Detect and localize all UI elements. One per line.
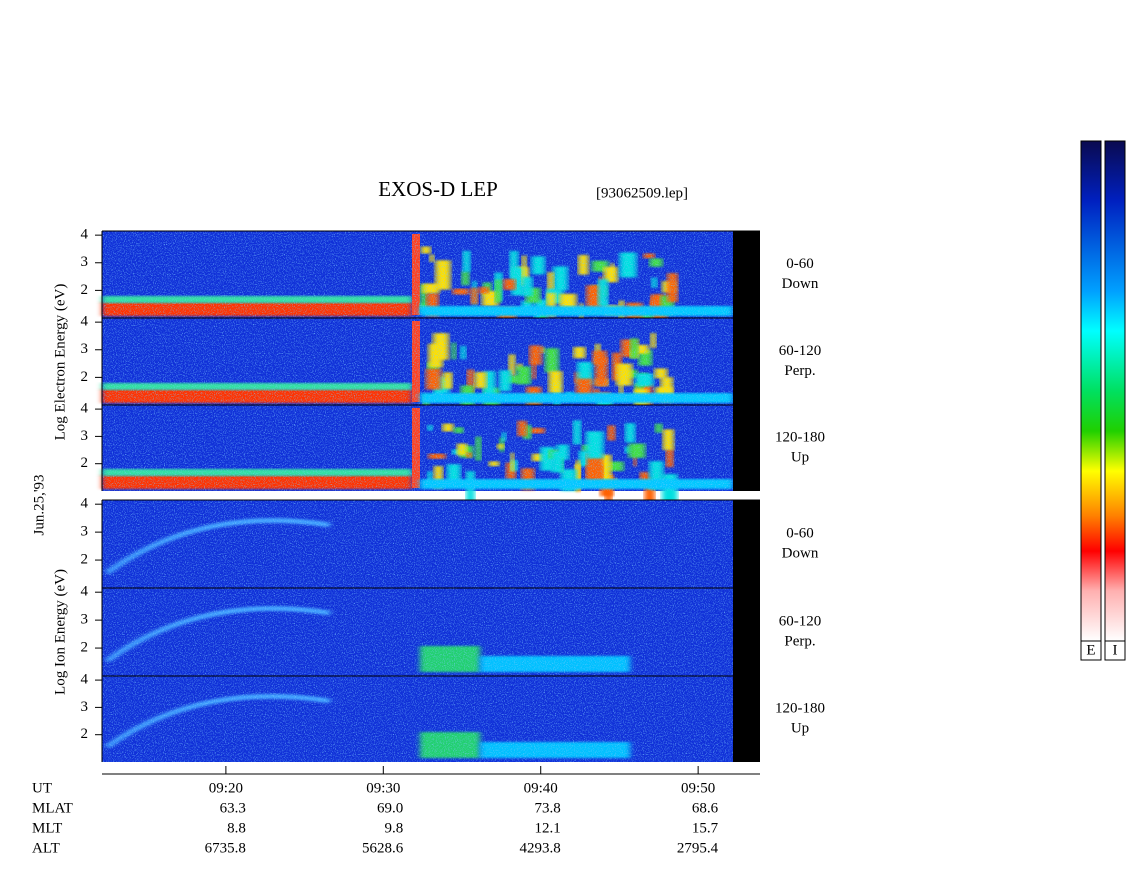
y-tick-label: 4 — [81, 496, 89, 512]
x-tick-label: 09:50 — [681, 780, 715, 796]
file-name: [93062509.lep] — [596, 185, 688, 201]
y-tick-label: 3 — [81, 428, 89, 444]
pitch-label: 0-60 — [786, 525, 814, 541]
y-tick-label: 3 — [81, 524, 89, 540]
x-tick-label: 09:30 — [366, 780, 400, 796]
noise — [102, 231, 733, 318]
electron-axis-label: Log Electron Energy (eV) — [52, 284, 68, 441]
colorbar — [1104, 140, 1126, 642]
y-tick-label: 4 — [81, 314, 89, 330]
y-tick-label: 3 — [81, 254, 89, 270]
y-tick-label: 2 — [81, 455, 89, 471]
ephemeris-value: 4293.8 — [519, 840, 560, 856]
date: Jun.25,'93 — [31, 474, 47, 535]
y-tick-label: 3 — [81, 341, 89, 357]
y-tick-label: 2 — [81, 282, 89, 298]
ephemeris-value: 63.3 — [220, 800, 246, 816]
noise — [102, 405, 733, 491]
pitch-label: 60-120 — [779, 343, 822, 359]
colorbar — [1080, 140, 1102, 642]
ephemeris-value: 12.1 — [534, 820, 560, 836]
fill-strip — [733, 676, 760, 762]
y-tick-label: 2 — [81, 640, 89, 656]
colorbar-label-box — [1104, 640, 1126, 661]
fill-strip — [733, 500, 760, 588]
y-tick-label: 2 — [81, 369, 89, 385]
colorbar-label: I — [1113, 642, 1118, 658]
x-tick-label: 09:20 — [209, 780, 243, 796]
ephemeris-value: 8.8 — [227, 820, 246, 836]
pitch-label: 0-60 — [786, 256, 814, 272]
colorbar-label-box — [1080, 640, 1102, 661]
direction-label: Up — [791, 449, 809, 465]
y-tick-label: 4 — [81, 401, 89, 417]
fill-strip — [733, 588, 760, 676]
direction-label: Perp. — [784, 633, 815, 649]
y-tick-label: 2 — [81, 726, 89, 742]
noise — [102, 588, 733, 676]
ephemeris-value: 2795.4 — [677, 840, 719, 856]
direction-label: Up — [791, 720, 809, 736]
colorbar-label: E — [1086, 642, 1095, 658]
noise — [102, 500, 733, 588]
spectrograms: 2 3 4 0-60 Down 2 3 4 60-120 Perp. 2 3 4 120-180 Up 2 3 4… — [81, 227, 825, 762]
burst — [604, 477, 613, 507]
pitch-label: 120-180 — [775, 700, 825, 716]
ephemeris-value: 6735.8 — [205, 840, 246, 856]
x-tick-label: 09:40 — [524, 780, 558, 796]
fill-strip — [733, 231, 760, 318]
ephemeris-label: MLT — [32, 820, 62, 836]
ephemeris-value: 9.8 — [385, 820, 404, 836]
noise — [102, 676, 733, 762]
ephemeris-value: 15.7 — [692, 820, 719, 836]
y-tick-label: 4 — [81, 672, 89, 688]
ephemeris-label: MLAT — [32, 800, 73, 816]
direction-label: Perp. — [784, 363, 815, 379]
y-tick-label: 4 — [81, 584, 89, 600]
time-axis-label: UT — [32, 780, 52, 796]
ephemeris-value: 5628.6 — [362, 840, 404, 856]
fill-strip — [733, 405, 760, 491]
colorbars: E I — [1080, 140, 1126, 661]
y-tick-label: 3 — [81, 699, 89, 715]
ephemeris-value: 73.8 — [534, 800, 560, 816]
ephemeris-value: 69.0 — [377, 800, 403, 816]
direction-label: Down — [782, 276, 819, 292]
pitch-label: 120-180 — [775, 429, 825, 445]
ephemeris-label: ALT — [32, 840, 60, 856]
pitch-label: 60-120 — [779, 613, 822, 629]
ephemeris-value: 68.6 — [692, 800, 719, 816]
y-tick-label: 2 — [81, 552, 89, 568]
title: EXOS-D LEP — [378, 177, 498, 201]
y-tick-label: 3 — [81, 612, 89, 628]
y-tick-label: 4 — [81, 227, 89, 243]
noise — [102, 318, 733, 405]
ion-axis-label: Log Ion Energy (eV) — [52, 569, 68, 695]
fill-strip — [733, 318, 760, 405]
direction-label: Down — [782, 545, 819, 561]
